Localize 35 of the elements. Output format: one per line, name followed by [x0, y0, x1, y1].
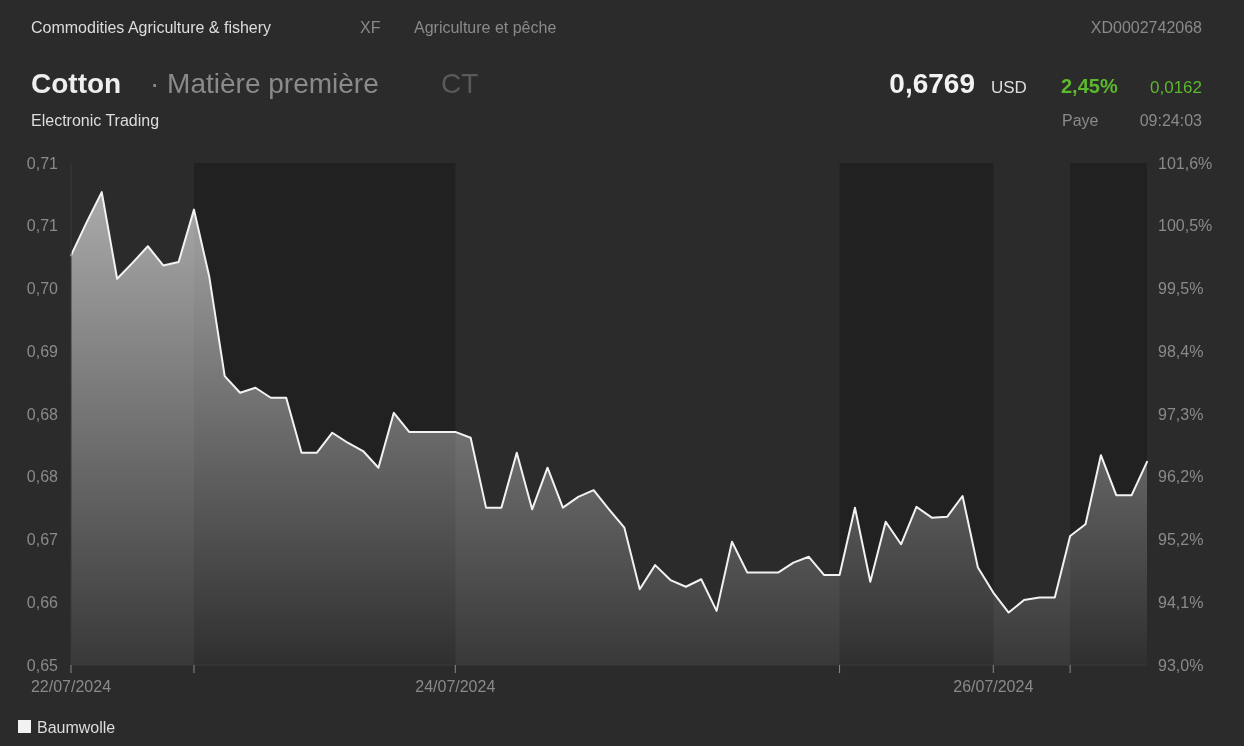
text: Electronic Trading: [31, 112, 160, 129]
y-tick-label: 0,71: [26, 217, 59, 235]
text: 2,45%: [1061, 75, 1118, 97]
text: 09:24:03: [1139, 112, 1203, 129]
y-tick-label: 0,67: [26, 530, 59, 548]
y-tick-label: 0,70: [26, 280, 59, 298]
y2-tick-label: 95,2%: [1158, 531, 1204, 549]
y2-tick-label: 96,2%: [1158, 468, 1204, 486]
y-tick-label: 0,68: [26, 468, 59, 486]
y2-tick-label: 101,6%: [1158, 154, 1213, 172]
y2-tick-label: 98,4%: [1158, 342, 1204, 360]
x-tick-label: 26/07/2024: [953, 678, 1034, 695]
x-tick-label: 22/07/2024: [30, 678, 112, 695]
y2-tick-label: 99,5%: [1158, 280, 1204, 298]
y-tick-label: 0,66: [26, 594, 59, 612]
y-tick-label: 0,71: [26, 154, 59, 172]
text: Agriculture et pêche: [414, 19, 557, 36]
text: Commodities Agriculture & fishery: [31, 19, 272, 36]
chart-subtitle: · Matière première: [150, 68, 379, 99]
y-tick-label: 0,69: [26, 342, 59, 360]
y-tick-label: 0,68: [26, 406, 59, 424]
y2-tick-label: 100,5%: [1158, 217, 1213, 235]
text: XD0002742068: [1090, 19, 1203, 36]
text: USD: [991, 78, 1027, 97]
y2-tick-label: 94,1%: [1158, 593, 1204, 611]
text: 0,6769: [889, 68, 975, 99]
chart-title: Cotton: [31, 68, 122, 99]
text: XF: [360, 19, 381, 36]
legend-label: Baumwolle: [37, 718, 116, 736]
y2-tick-label: 93,0%: [1158, 656, 1204, 674]
y2-tick-label: 97,3%: [1158, 405, 1204, 423]
text: 0,0162: [1150, 78, 1202, 97]
y-tick-label: 0,65: [26, 656, 59, 674]
x-tick-label: 24/07/2024: [415, 678, 496, 695]
text: Paye: [1062, 112, 1099, 129]
